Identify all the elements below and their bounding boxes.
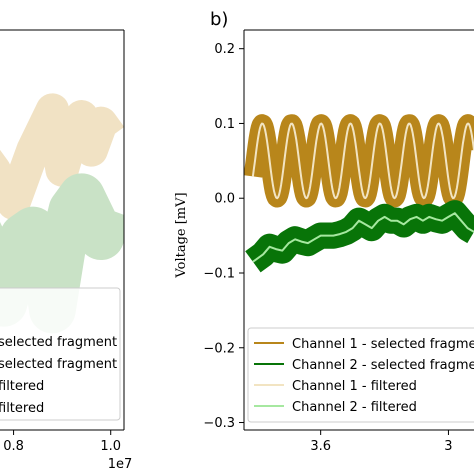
panel-a-x-tick-label: 0.8 [3, 439, 24, 454]
panel-b-y-tick-label: −0.2 [203, 341, 235, 356]
panel-b-y-tick-label: 0.1 [214, 117, 235, 132]
series-channel-1-filtered [251, 122, 474, 200]
panel-b-y-ticks: 0.2 0.1 0.0 −0.1 −0.2 −0.3 [203, 42, 244, 431]
panel-b-legend-entry: Channel 1 - selected fragment [292, 337, 474, 352]
series-channel-1-selected-fragment [244, 114, 474, 208]
panel-b-legend: Channel 1 - selected fragment Channel 2 … [247, 327, 474, 423]
panel-a-x-tick-label: 1.0 [100, 439, 121, 454]
panel-b-x-tick-label: 3 [444, 439, 452, 454]
panel-b-y-tick-label: −0.3 [203, 416, 235, 431]
panel-a-series-2 [0, 173, 124, 334]
panel-a-legend-box [0, 287, 121, 421]
panel-b-plot-area [244, 114, 474, 273]
panel-b-x-tick-label: 3.6 [310, 439, 331, 454]
panel-b-label: b) [210, 9, 228, 30]
panel-b-y-tick-label: −0.1 [203, 266, 235, 281]
panel-b: b) 0.20.10.0−0.1−0.2−0.3 3.6 3 Voltage [m… [174, 9, 474, 454]
panel-b-y-axis-label: Voltage [mV] [174, 192, 189, 278]
panel-b-legend-entry: Channel 2 - filtered [292, 400, 417, 415]
panel-a-x-ticks: 0.8 1.0 [3, 430, 121, 454]
panel-a-plot-area [0, 93, 124, 334]
panel-a-legend-entry: selected fragment [0, 357, 117, 372]
panel-a-legend-entry: filtered [0, 379, 44, 394]
panel-b-y-tick-label: 0.0 [214, 192, 235, 207]
series-channel-2-filtered [252, 212, 474, 263]
panel-b-legend-entry: Channel 2 - selected fragment [292, 358, 474, 373]
panel-a-legend-entry: selected fragment [0, 335, 117, 350]
panel-b-x-ticks: 3.6 3 [310, 430, 453, 454]
panel-a-series-1 [0, 93, 124, 220]
panel-b-legend-box [247, 327, 474, 423]
panel-a-offset-label: 1e7 [108, 457, 133, 472]
panel-a: 0.8 1.0 1e7 selected fragment selected fr… [0, 29, 133, 472]
panel-a-legend-entry: filtered [0, 401, 44, 416]
panel-b-legend-entry: Channel 1 - filtered [292, 379, 417, 394]
panel-a-legend: selected fragment selected fragment filt… [0, 287, 121, 421]
panel-b-y-tick-label: 0.2 [214, 42, 235, 57]
